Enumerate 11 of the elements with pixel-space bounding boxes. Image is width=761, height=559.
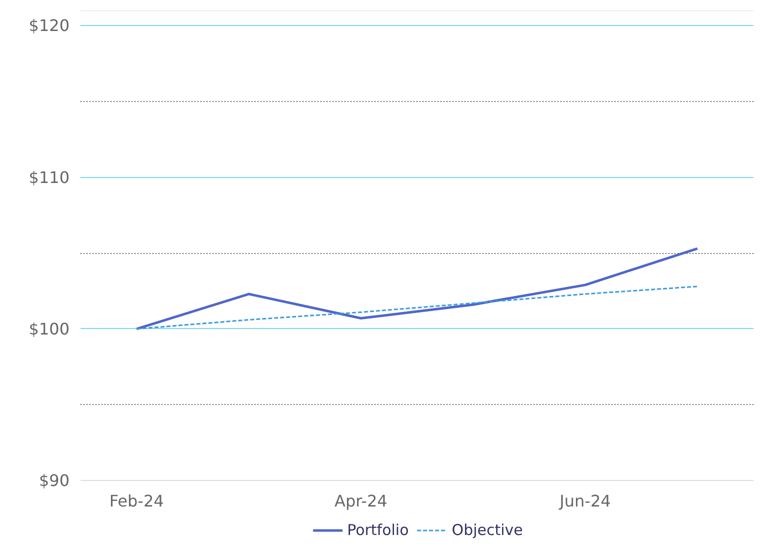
- x-tick-label: Feb-24: [109, 492, 164, 510]
- x-tick-label: Jun-24: [558, 492, 611, 510]
- y-tick-label: $90: [38, 471, 70, 490]
- legend-label: Portfolio: [347, 521, 409, 539]
- y-tick-label: $100: [28, 319, 70, 338]
- legend-label: Objective: [452, 521, 523, 539]
- line-series: [136, 286, 698, 330]
- y-tick-label: $110: [28, 168, 70, 187]
- y-tick-label: $120: [28, 16, 70, 36]
- x-tick-label: Apr-24: [334, 492, 388, 510]
- line-series: [135, 247, 699, 330]
